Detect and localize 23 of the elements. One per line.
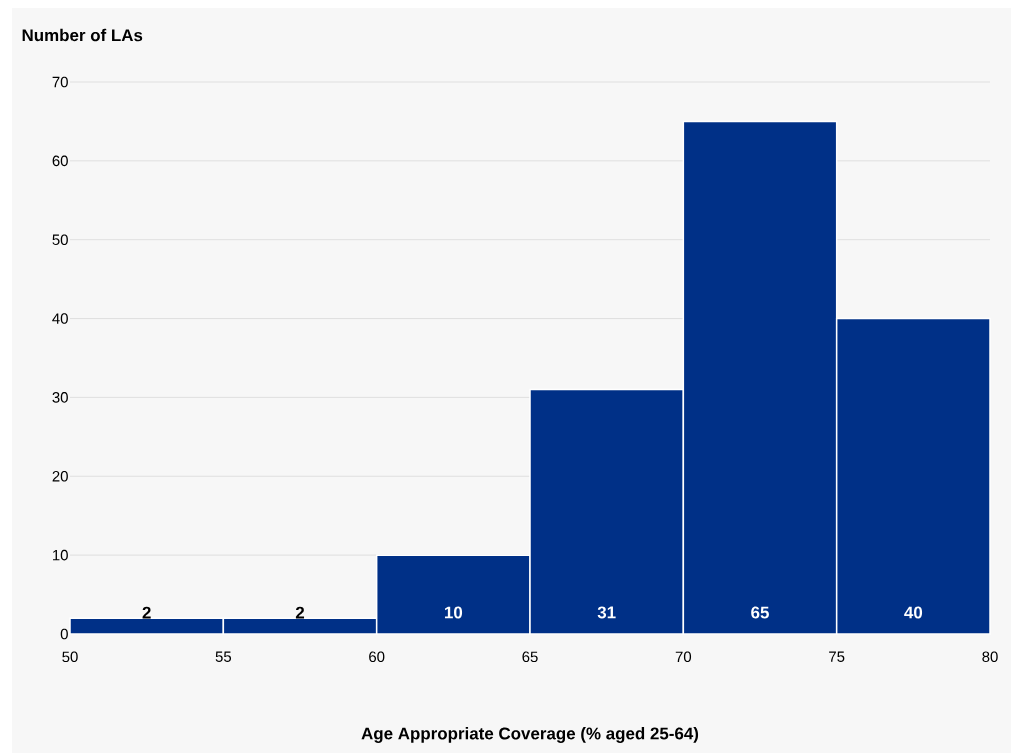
y-tick-label: 70 (52, 76, 68, 88)
data-label: 2 (295, 606, 305, 619)
x-tick-label: 70 (675, 651, 692, 663)
x-tick-label: 75 (829, 651, 845, 662)
y-tick-label: 40 (52, 313, 68, 324)
data-label: 10 (444, 606, 463, 619)
data-label: 2 (142, 606, 151, 619)
x-tick-label: 55 (215, 651, 232, 662)
y-axis-title: Number of LAs (22, 28, 143, 42)
y-tick-label: 60 (52, 155, 68, 167)
y-tick-label: 0 (60, 628, 68, 640)
x-axis-title: Age Appropriate Coverage (% aged 25-64) (361, 727, 699, 743)
data-label: 65 (751, 606, 769, 619)
x-tick-label: 65 (522, 651, 538, 663)
x-tick-label: 60 (369, 651, 385, 663)
data-label: 31 (597, 606, 616, 619)
x-tick-label: 80 (982, 651, 998, 663)
y-tick-label: 30 (52, 392, 68, 403)
data-label: 40 (904, 606, 923, 619)
x-tick-label: 50 (62, 651, 78, 663)
y-tick-label: 50 (52, 234, 68, 245)
y-tick-label: 10 (53, 549, 68, 561)
y-tick-label: 20 (52, 470, 68, 482)
